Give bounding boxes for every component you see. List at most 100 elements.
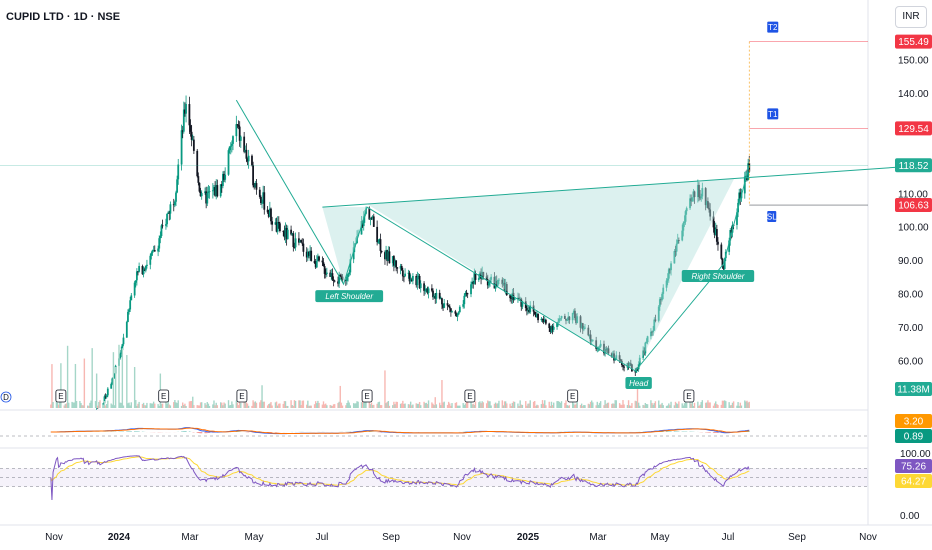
candle-body xyxy=(129,300,132,310)
volume-bar xyxy=(611,403,613,408)
volume-bar xyxy=(573,403,575,408)
volume-bar xyxy=(666,405,669,408)
macd-hist-bar xyxy=(669,431,671,432)
volume-bar xyxy=(279,403,281,408)
candle-body xyxy=(371,216,374,219)
level-marker-t1 xyxy=(767,108,779,120)
volume-bar xyxy=(580,403,583,408)
price-tick-label: 60.00 xyxy=(898,357,923,368)
candle-body xyxy=(352,247,355,260)
volume-bar xyxy=(63,405,65,408)
volume-bar xyxy=(731,402,734,408)
volume-bar xyxy=(387,400,390,408)
volume-bar xyxy=(307,400,309,408)
price-tag-target xyxy=(895,121,932,136)
candle-body xyxy=(404,273,406,277)
volume-bar xyxy=(512,401,515,408)
earnings-marker[interactable] xyxy=(567,389,579,403)
volume-bar xyxy=(579,405,582,408)
volume-bar xyxy=(479,401,481,408)
candle-body xyxy=(669,269,671,271)
candle-body xyxy=(138,266,141,272)
time-tick-label: 2024 xyxy=(108,532,131,543)
macd-hist-bar xyxy=(716,432,718,433)
volume-bar xyxy=(338,401,340,408)
volume-bar xyxy=(368,402,371,408)
volume-bar xyxy=(730,404,733,408)
earnings-marker[interactable] xyxy=(464,389,476,403)
candle-body xyxy=(144,265,147,271)
candle-body xyxy=(634,371,637,373)
candle-body xyxy=(728,240,731,252)
volume-bar xyxy=(388,405,391,408)
candle-body xyxy=(119,354,122,359)
volume-bar xyxy=(339,385,341,408)
volume-bar xyxy=(557,401,559,408)
volume-bar xyxy=(478,402,480,408)
volume-bar xyxy=(325,403,327,408)
volume-bar xyxy=(403,404,405,408)
candle-body xyxy=(239,136,242,141)
macd-hist-bar xyxy=(717,432,719,433)
candle-body xyxy=(391,256,394,264)
volume-bar xyxy=(299,400,301,408)
volume-bar xyxy=(73,402,76,408)
earnings-marker[interactable] xyxy=(361,389,373,403)
volume-bar xyxy=(72,402,74,408)
volume-bar xyxy=(545,405,547,408)
candle-body xyxy=(176,179,179,193)
volume-bar xyxy=(74,363,77,408)
volume-bar xyxy=(685,402,688,408)
volume-bar xyxy=(146,402,148,408)
macd-hist-bar xyxy=(665,431,668,432)
earnings-marker[interactable] xyxy=(236,389,248,403)
volume-bar xyxy=(575,403,577,408)
candle-body xyxy=(323,266,326,274)
volume-bar xyxy=(80,403,82,408)
volume-bar xyxy=(309,405,311,408)
candle-body xyxy=(722,266,725,270)
candle-body xyxy=(127,311,129,322)
earnings-marker-text: E xyxy=(239,392,244,401)
candle-body xyxy=(536,313,538,317)
volume-bar xyxy=(697,401,699,408)
volume-bar xyxy=(247,405,250,408)
macd-hist-bar xyxy=(182,431,184,432)
volume-bar xyxy=(668,403,670,408)
candle-body xyxy=(284,227,287,238)
candle-body xyxy=(214,187,217,196)
candle-body xyxy=(220,184,223,187)
volume-bar xyxy=(599,401,602,408)
candle-body xyxy=(614,358,617,361)
volume-bar xyxy=(228,405,231,408)
currency-button[interactable]: INR xyxy=(895,6,927,28)
candle-body xyxy=(369,217,372,220)
volume-tag xyxy=(895,382,932,396)
macd-hist-bar xyxy=(746,431,748,432)
volume-bar xyxy=(443,401,445,408)
volume-bar xyxy=(208,405,211,408)
volume-bar xyxy=(728,402,730,408)
volume-bar xyxy=(90,400,92,408)
dividend-marker[interactable] xyxy=(0,391,12,403)
pattern-outline xyxy=(235,99,750,372)
candle-body xyxy=(341,276,344,280)
candle-body xyxy=(462,304,465,307)
volume-bar xyxy=(322,401,325,408)
pattern-label-box xyxy=(625,377,652,390)
price-tag-target xyxy=(895,34,932,49)
earnings-marker[interactable] xyxy=(55,389,67,403)
volume-bar xyxy=(485,403,488,408)
candle-body xyxy=(689,198,691,209)
candle-body xyxy=(606,348,609,351)
earnings-marker[interactable] xyxy=(158,389,170,403)
candle-body xyxy=(513,298,516,301)
volume-bar xyxy=(221,402,223,408)
volume-bar xyxy=(224,403,226,408)
candle-body xyxy=(438,292,441,299)
earnings-marker[interactable] xyxy=(683,389,695,403)
macd-hist-bar xyxy=(183,431,185,432)
candle-body xyxy=(587,327,590,336)
volume-bar xyxy=(433,405,435,408)
